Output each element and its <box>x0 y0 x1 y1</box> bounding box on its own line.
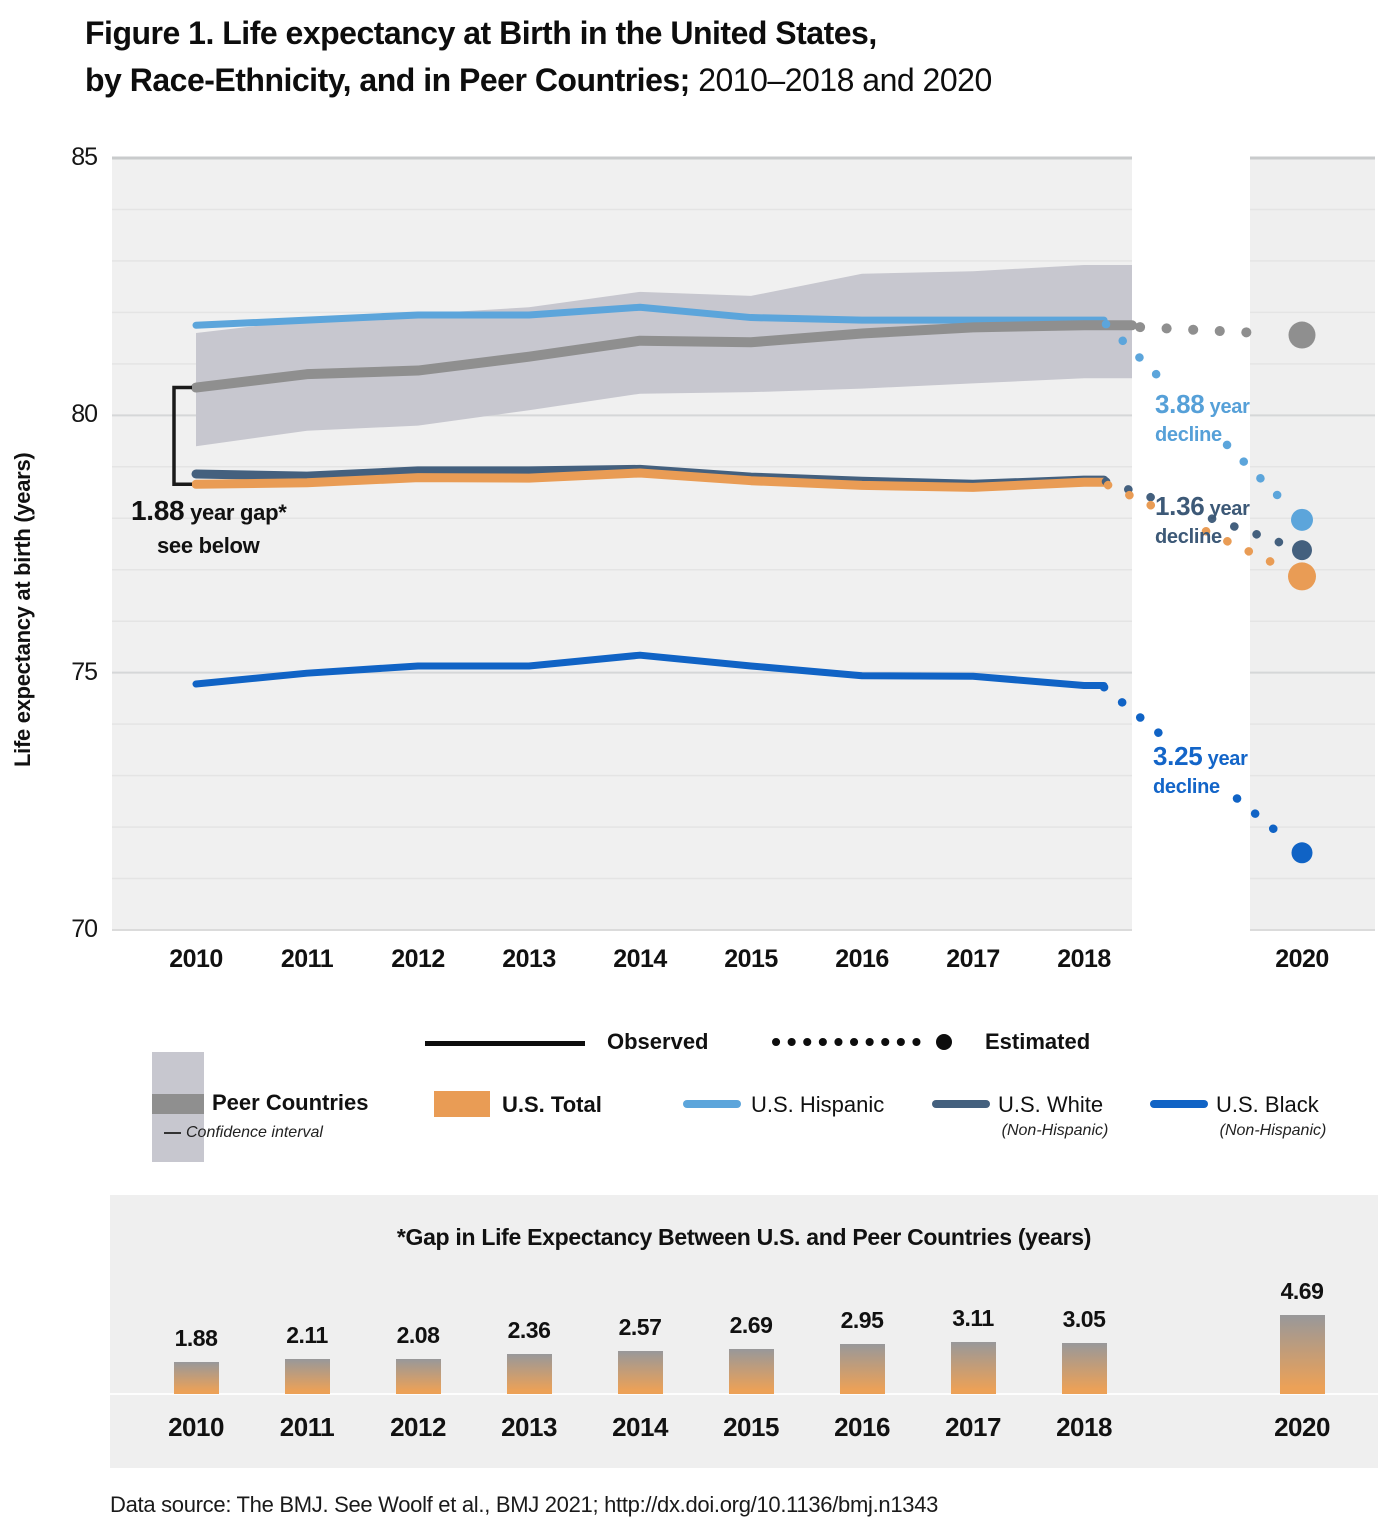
figure-title: Figure 1. Life expectancy at Birth in th… <box>85 10 992 104</box>
gap-annotation-line1: 1.88 year gap* <box>131 495 287 526</box>
gap-bar-2014 <box>617 1350 663 1394</box>
gap-bar-year-2013: 2013 <box>501 1412 557 1442</box>
legend-observed-label: Observed <box>607 1029 709 1054</box>
observed-line-swatch <box>425 1041 585 1046</box>
peer-countries-swatch <box>152 1052 204 1162</box>
gap-panel-baseline <box>110 1393 1378 1395</box>
gap-bar-year-2012: 2012 <box>390 1412 446 1442</box>
x-tick-2018: 2018 <box>1057 945 1111 973</box>
y-tick-75: 75 <box>71 657 98 686</box>
gap-bar-value-2014: 2.57 <box>618 1313 662 1340</box>
data-source: Data source: The BMJ. See Woolf et al., … <box>110 1492 939 1517</box>
gap-bar-year-2011: 2011 <box>279 1412 335 1442</box>
gap-bar-value-2016: 2.95 <box>840 1307 884 1334</box>
x-tick-2020: 2020 <box>1275 945 1329 973</box>
decline-annotation-3: 1.36 year decline <box>1155 491 1250 548</box>
confidence-dash-icon <box>164 1132 181 1134</box>
estimated-line-swatch <box>772 1034 952 1050</box>
legend-us-white-sub: (Non-Hispanic) <box>1001 1122 1109 1139</box>
y-tick-85: 85 <box>71 143 98 171</box>
y-tick-70: 70 <box>71 915 98 943</box>
legend-us-white-label: U.S. White <box>998 1092 1104 1117</box>
gap-bar-value-2015: 2.69 <box>729 1311 773 1338</box>
legend-us-hispanic-label: U.S. Hispanic <box>751 1092 885 1117</box>
x-tick-2011: 2011 <box>280 945 334 973</box>
x-tick-2016: 2016 <box>835 945 889 973</box>
decline-annotation-4: 3.25 year decline <box>1153 741 1248 798</box>
peer-countries-line-swatch <box>152 1094 204 1114</box>
gap-bar-year-2016: 2016 <box>834 1412 890 1442</box>
figure-title-line1: Figure 1. Life expectancy at Birth in th… <box>85 15 877 51</box>
legend-us-black-sub: (Non-Hispanic) <box>1219 1122 1327 1139</box>
gap-bar-2011 <box>284 1358 330 1394</box>
gap-bar-2015 <box>728 1348 774 1394</box>
gap-bar-2016 <box>839 1344 885 1394</box>
gap-bar-year-2010: 2010 <box>168 1412 224 1442</box>
x-tick-2010: 2010 <box>169 945 223 973</box>
gap-bar-2013 <box>506 1354 552 1394</box>
gap-bar-2010 <box>173 1362 219 1394</box>
gap-annotation: 1.88 year gap* see below <box>131 494 287 562</box>
legend-estimated-label: Estimated <box>985 1029 1091 1054</box>
gap-bar-value-2011: 2.11 <box>286 1321 328 1348</box>
x-tick-2015: 2015 <box>724 945 778 973</box>
gap-bar-year-2020: 2020 <box>1274 1412 1330 1442</box>
gap-panel-title: *Gap in Life Expectancy Between U.S. and… <box>396 1224 1092 1250</box>
gap-bar-value-2013: 2.36 <box>507 1317 551 1344</box>
x-tick-2013: 2013 <box>502 945 556 973</box>
decline-annotation-2: 3.88 year decline <box>1155 389 1250 446</box>
gap-bar-year-2014: 2014 <box>612 1412 668 1442</box>
us-white-swatch <box>932 1100 990 1108</box>
gap-bar-year-2017: 2017 <box>945 1412 1001 1442</box>
y-tick-80: 80 <box>71 400 98 429</box>
legend-us-total-label: U.S. Total <box>502 1092 602 1117</box>
gap-bar-value-2020: 4.69 <box>1280 1278 1324 1305</box>
gap-bar-year-2015: 2015 <box>723 1412 779 1442</box>
gap-bar-value-2018: 3.05 <box>1062 1305 1106 1332</box>
gap-bar-year-2018: 2018 <box>1056 1412 1112 1442</box>
legend-confidence-interval: Confidence interval <box>164 1124 323 1142</box>
gap-bar-value-2010: 1.88 <box>174 1325 218 1352</box>
gap-bar-value-2012: 2.08 <box>396 1322 440 1349</box>
gap-bar-2018 <box>1061 1342 1107 1394</box>
us-black-swatch <box>1150 1100 1208 1108</box>
us-hispanic-swatch <box>683 1100 741 1108</box>
gap-bar-value-2017: 3.11 <box>952 1304 994 1331</box>
x-tick-2014: 2014 <box>613 945 667 973</box>
gap-bar-2012 <box>395 1359 441 1394</box>
gap-bar-2020 <box>1279 1315 1325 1394</box>
legend-us-black-label: U.S. Black <box>1216 1092 1319 1117</box>
x-tick-2017: 2017 <box>946 945 1000 973</box>
gap-panel <box>110 1195 1378 1468</box>
y-axis-title: Life expectancy at birth (years) <box>10 452 35 768</box>
us-total-swatch <box>434 1091 490 1117</box>
gap-bar-2017 <box>950 1341 996 1394</box>
legend-peer-label: Peer Countries <box>212 1090 369 1115</box>
gap-annotation-line2: see below <box>157 533 260 558</box>
x-tick-2012: 2012 <box>391 945 445 973</box>
figure-title-line2: by Race-Ethnicity, and in Peer Countries… <box>85 62 992 98</box>
